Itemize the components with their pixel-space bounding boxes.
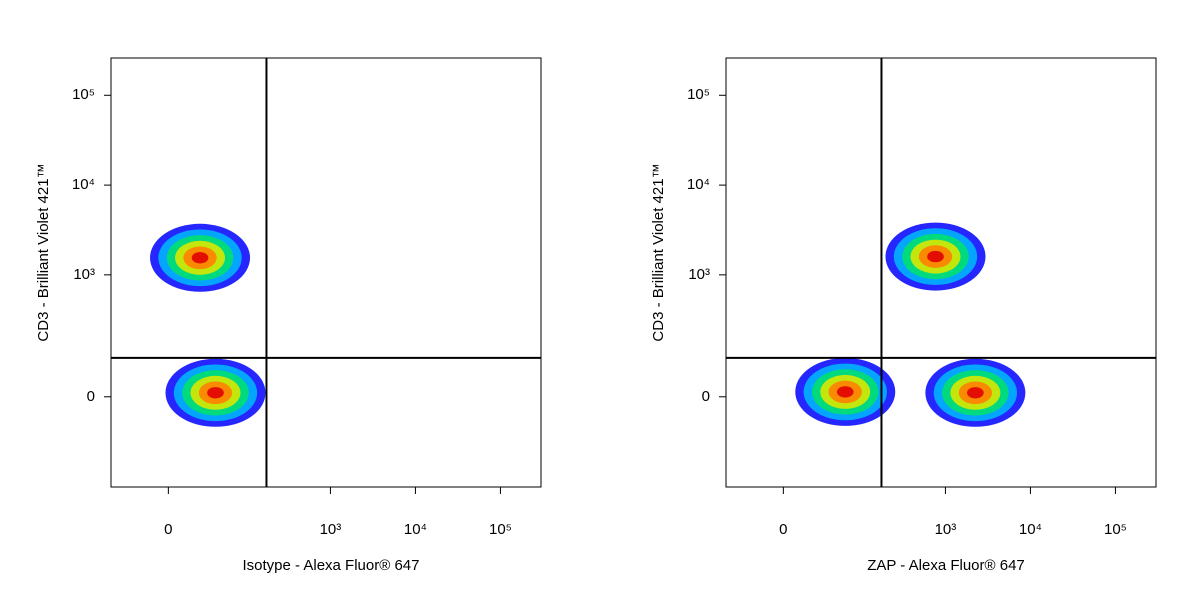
x-axis-title: Isotype - Alexa Fluor® 647 — [243, 557, 420, 574]
plot: 0 10³ 10⁴ 10⁵ 0 10³ 10⁴ 10⁵ ZAP - Alexa Fluor® 6… — [650, 57, 1157, 574]
plot: 0 10³ 10⁴ 10⁵ 0 10³ 10⁴ 10⁵ Isotype - Alexa Fluo… — [35, 57, 542, 574]
population-density — [967, 387, 984, 399]
population-density — [207, 387, 224, 399]
plot-frame — [110, 57, 542, 488]
y-tick-label: 0 — [702, 388, 710, 405]
y-axis-title: CD3 - Brilliant Violet 421™ — [35, 163, 52, 341]
x-tick-label: 10⁴ — [404, 521, 427, 538]
x-tick-label: 0 — [164, 521, 172, 538]
population-density — [927, 250, 944, 263]
x-tick-label: 10⁵ — [1104, 521, 1127, 538]
y-tick-label: 10⁵ — [687, 86, 710, 103]
x-tick-label: 10³ — [935, 521, 957, 538]
x-tick-label: 10⁵ — [489, 521, 512, 538]
population-density — [836, 386, 854, 398]
x-tick-label: 0 — [779, 521, 787, 538]
y-tick-label: 10⁴ — [72, 176, 95, 193]
x-tick-label: 10⁴ — [1019, 521, 1042, 538]
y-tick-label: 0 — [87, 388, 95, 405]
y-tick-label: 10⁴ — [687, 176, 710, 193]
y-tick-label: 10³ — [73, 266, 95, 283]
x-axis-title: ZAP - Alexa Fluor® 647 — [867, 557, 1025, 574]
y-axis-title: CD3 - Brilliant Violet 421™ — [650, 163, 667, 341]
y-tick-label: 10⁵ — [72, 86, 95, 103]
x-tick-label: 10³ — [320, 521, 342, 538]
plot-frame — [725, 57, 1157, 488]
y-tick-label: 10³ — [688, 266, 710, 283]
population-density — [191, 252, 209, 264]
